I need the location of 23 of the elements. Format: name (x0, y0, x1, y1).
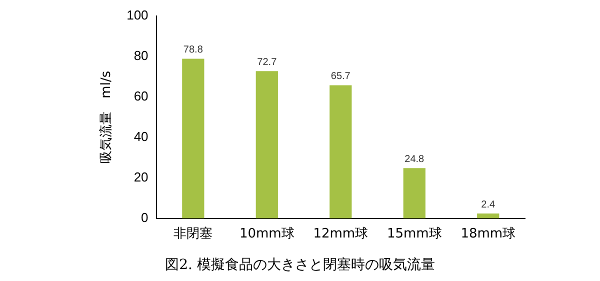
data-label: 2.4 (481, 199, 496, 210)
x-tick-label: 18mm球 (460, 226, 516, 242)
x-tick-label: 10mm球 (239, 226, 294, 242)
x-tick-label: 非閉塞 (174, 226, 213, 242)
y-tick-label: 20 (134, 169, 148, 184)
data-label: 65.7 (330, 71, 351, 82)
caption: 図2. 模擬食品の大きさと閉塞時の吸気流量 (164, 256, 436, 274)
data-label: 24.8 (404, 154, 425, 165)
y-tick-label: 60 (134, 88, 148, 104)
y-tick-label: 40 (134, 128, 148, 144)
y-axis-title: 吸気流量 ml/s (98, 70, 114, 164)
bar (182, 58, 204, 218)
y-tick-label: 100 (126, 7, 148, 22)
bar (330, 85, 352, 218)
bar (477, 214, 500, 218)
data-label: 78.8 (183, 44, 204, 56)
y-tick-label: 80 (134, 48, 148, 63)
y-tick-label: 0 (141, 210, 148, 225)
x-tick-label: 15mm球 (386, 226, 442, 242)
bar (403, 168, 426, 218)
data-label: 72.7 (257, 56, 278, 68)
x-tick-label: 12mm球 (313, 226, 368, 242)
bar (256, 71, 278, 218)
